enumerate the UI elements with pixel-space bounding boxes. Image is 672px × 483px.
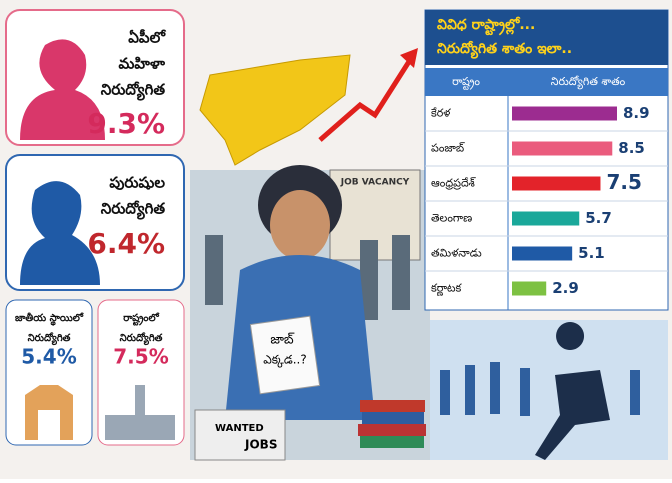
ap-map: [199, 54, 351, 166]
chart-title: వివిధ రాష్ట్రాల్లో...: [437, 17, 535, 36]
bar: [512, 281, 547, 296]
header-bg: [425, 68, 668, 96]
bar: [512, 106, 617, 121]
card-label: నిరుద్యోగిత: [101, 81, 166, 102]
sign-text: ఎక్కడ..?: [263, 353, 306, 369]
card-stat: 9.3%: [87, 107, 165, 140]
paper-text: WANTED: [215, 423, 264, 434]
newspaper: [194, 409, 286, 461]
board-text: JOB VACANCY: [340, 178, 410, 188]
value-label: 5.7: [585, 209, 612, 227]
card-label: నిరుద్యోగిత: [28, 332, 71, 346]
chart-title: నిరుద్యోగిత శాతం ఇలా..: [437, 40, 572, 59]
trend-arrow: [318, 58, 413, 142]
card-stat: 7.5%: [113, 345, 168, 369]
card: [5, 299, 93, 446]
card-label: నిరుద్యోగిత: [101, 200, 166, 221]
column-header: నిరుద్యోగిత శాతం: [551, 75, 626, 90]
card: [5, 9, 185, 146]
category-label: తెలంగాణ: [431, 212, 472, 225]
card: [5, 154, 185, 291]
sign: [249, 315, 321, 395]
walkers: [440, 362, 640, 416]
category-label: తమిళనాడు: [431, 247, 482, 260]
card-label: పురుషుల: [109, 174, 165, 192]
category-label: పంజాబ్: [431, 142, 465, 155]
bar: [512, 211, 580, 226]
value-label: 7.5: [606, 170, 641, 194]
card-label: మహిళా: [118, 55, 166, 73]
category-label: కేరళ: [431, 107, 451, 120]
card-label: జాతీయ స్థాయిలో: [15, 311, 85, 326]
arrow-head: [400, 48, 418, 68]
bar: [512, 141, 613, 156]
paper-text: JOBS: [244, 438, 277, 452]
crowd: [205, 235, 410, 320]
sad-figure: [535, 322, 610, 460]
category-label: ఆంధ్రప్రదేశ్: [431, 177, 477, 191]
card-stat: 5.4%: [21, 345, 76, 369]
value-label: 8.9: [623, 104, 650, 122]
bar: [512, 176, 601, 191]
chart-title-bg: [425, 10, 668, 65]
books: [358, 400, 426, 448]
card-label: రాష్ట్రంలో: [123, 311, 160, 326]
card-label: ఏపీలో: [128, 29, 166, 47]
bar: [512, 246, 573, 261]
card-stat: 6.4%: [87, 227, 165, 260]
value-label: 2.9: [552, 279, 579, 297]
card-label: నిరుద్యోగిత: [120, 332, 163, 346]
value-label: 8.5: [618, 139, 645, 157]
column-header: రాష్ట్రం: [452, 75, 480, 90]
sign-text: జాబ్: [270, 333, 295, 348]
card: [97, 299, 185, 446]
face: [270, 190, 330, 260]
value-label: 5.1: [578, 244, 605, 262]
category-label: కర్ణాటక: [431, 282, 463, 297]
